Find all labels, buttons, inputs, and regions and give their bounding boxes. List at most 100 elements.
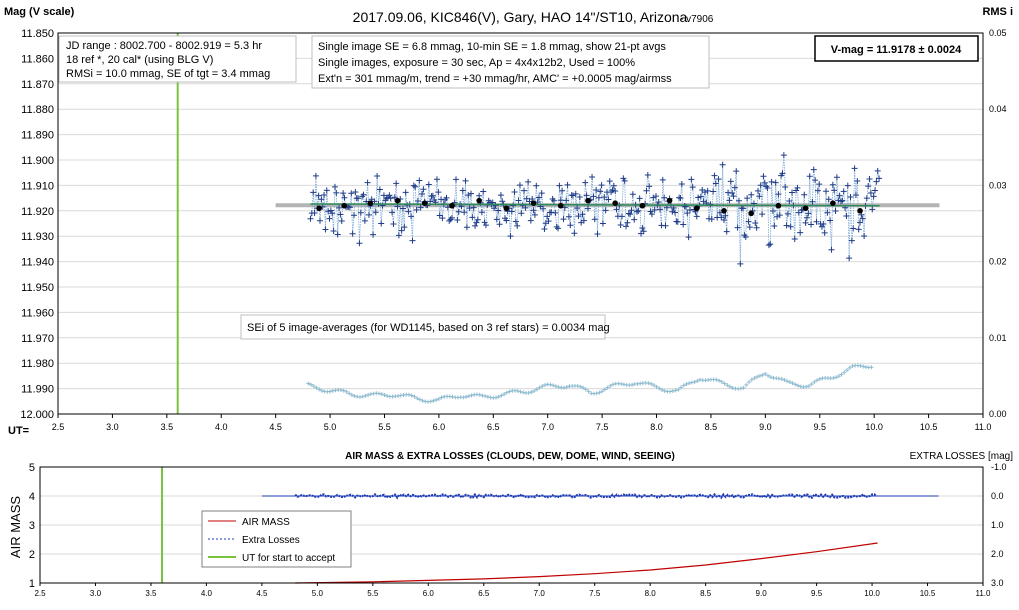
mag-point [828, 246, 835, 253]
mag-point [329, 210, 336, 217]
mag-point [497, 192, 504, 199]
mag-point [767, 241, 774, 248]
mag-point [726, 197, 733, 204]
rms-point [831, 376, 836, 381]
rms-point [611, 382, 615, 387]
mag-point [764, 185, 771, 192]
bottom-grid [40, 495, 983, 555]
avg-point [666, 197, 673, 204]
mag-point [555, 225, 562, 232]
mag-point [624, 219, 631, 226]
mag-point [333, 189, 340, 196]
rms-point [695, 379, 700, 384]
bottom-x-tick-label: 3.5 [145, 589, 157, 598]
mag-point [646, 183, 653, 190]
rms-point [398, 393, 403, 398]
mag-point [854, 177, 861, 184]
mag-point [729, 189, 736, 196]
mag-point [639, 225, 646, 232]
mag-point [771, 223, 778, 230]
mag-point [413, 206, 420, 213]
rms-point [689, 380, 694, 385]
mag-point [544, 213, 551, 220]
mag-point [846, 255, 853, 262]
top-y-tick-label: 11.960 [21, 307, 54, 319]
mag-point [661, 194, 668, 201]
mag-point [525, 178, 532, 185]
rms-point [850, 364, 855, 369]
mag-point [402, 189, 409, 196]
bottom-y2-tick-label: 2.0 [991, 549, 1004, 559]
top-y-tick-label: 11.900 [21, 155, 54, 167]
rms-point [684, 382, 689, 387]
mag-point [503, 217, 510, 224]
mag-point [480, 188, 487, 195]
mag-point [436, 212, 443, 219]
bottom-plot-frame [39, 466, 984, 584]
mag-point [752, 220, 759, 227]
mag-point [351, 212, 357, 219]
air-mass-series [295, 542, 878, 584]
mag-point [756, 193, 763, 200]
mag-point [338, 217, 345, 224]
top-x-tick-label: 10.0 [865, 422, 883, 432]
top-y2-axis-label: RMS i [982, 6, 1013, 18]
mag-point [798, 207, 805, 214]
rms-point [757, 373, 762, 378]
mag-point [591, 216, 598, 223]
mag-point [719, 161, 726, 168]
rms-point [496, 394, 501, 399]
mag-point [499, 198, 506, 205]
bottom-x-tick-label: 5.0 [312, 589, 324, 598]
mag-point [848, 237, 855, 244]
top-y-tick-label: 11.970 [21, 333, 54, 345]
mag-point [759, 211, 766, 218]
rms-point [581, 385, 586, 390]
mag-point [399, 205, 406, 212]
mag-point [810, 166, 817, 173]
mag-point [323, 187, 330, 194]
top-chart-version: - v7906 [680, 14, 714, 25]
mag-point [670, 205, 677, 212]
mag-point [824, 209, 831, 216]
mag-point [389, 209, 396, 216]
rms-point [608, 383, 613, 388]
bottom-y2-tick-label: 1.0 [991, 520, 1004, 530]
mag-point [491, 205, 498, 212]
bottom-x-tick-label: 6.5 [478, 589, 490, 598]
mag-point [718, 214, 725, 221]
mag-point [870, 193, 877, 200]
rms-point [630, 382, 635, 387]
mag-point [307, 215, 314, 222]
mag-point [876, 175, 883, 182]
rms-point [415, 396, 420, 401]
mag-point [405, 208, 412, 215]
rms-point [551, 383, 556, 388]
mag-point [855, 226, 862, 233]
mag-point [850, 225, 857, 232]
mag-point [731, 184, 738, 191]
mag-point [476, 192, 483, 199]
mag-point [625, 210, 632, 217]
mag-point [370, 231, 377, 238]
mag-point [325, 208, 332, 215]
mag-point [740, 205, 747, 212]
mag-point [584, 205, 591, 212]
mag-point [349, 230, 356, 237]
mag-point [521, 187, 528, 194]
mag-point [331, 183, 338, 190]
mag-point [527, 217, 534, 224]
mag-point [802, 219, 809, 226]
mag-point [618, 213, 625, 220]
top-y2-tick-label: 0.02 [989, 257, 1007, 267]
mag-point [812, 177, 819, 184]
rms-point [719, 379, 724, 384]
mag-point [783, 222, 790, 229]
rms-point [755, 374, 760, 379]
rms-point [306, 381, 311, 386]
mag-point [851, 165, 858, 172]
mag-point [463, 224, 470, 231]
mag-point [814, 187, 821, 194]
mag-point [518, 210, 525, 217]
bottom-y-tick-label: 1 [29, 578, 35, 590]
